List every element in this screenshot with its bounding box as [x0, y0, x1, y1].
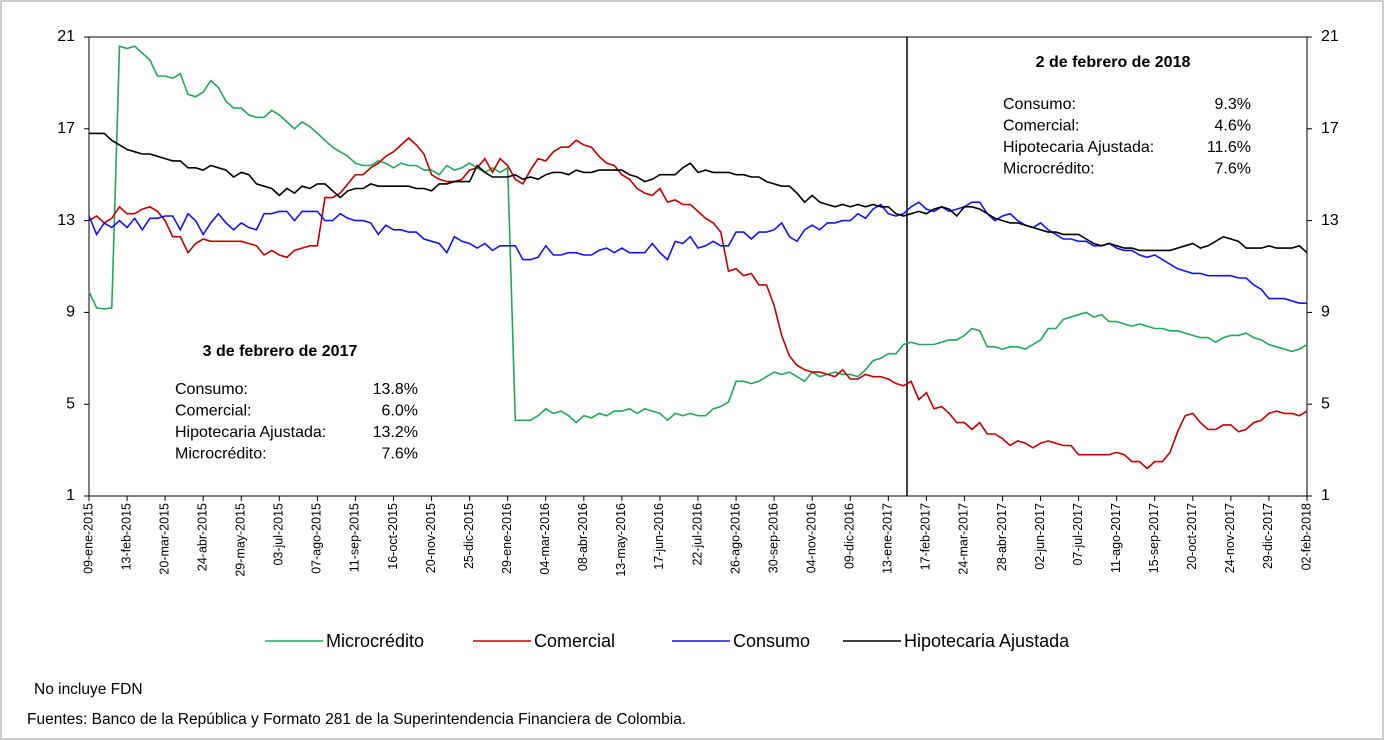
x-tick-label: 13-feb-2015	[119, 503, 133, 570]
series-line	[88, 136, 1308, 470]
y-tick-label: 5	[66, 395, 75, 412]
y-tick-label: 21	[57, 28, 75, 45]
annotation-value: 13.8%	[373, 381, 418, 398]
y2-tick-label: 1	[1321, 487, 1330, 504]
annotation-title: 3 de febrero de 2017	[203, 343, 358, 360]
annotation-label: Microcrédito:	[1003, 161, 1095, 178]
x-tick-label: 09-ene-2015	[81, 503, 95, 574]
series-line	[89, 132, 1308, 254]
x-tick-label: 30-sep-2016	[766, 503, 780, 573]
x-tick-label: 24-mar-2017	[957, 503, 971, 575]
y2-tick-label: 21	[1321, 28, 1339, 45]
x-tick-label: 02-feb-2018	[1299, 503, 1313, 570]
x-tick-label: 04-mar-2016	[538, 503, 552, 575]
annotation-label: Microcrédito:	[175, 446, 267, 463]
x-tick-label: 29-ene-2016	[500, 503, 514, 574]
x-tick-label: 20-oct-2017	[1185, 503, 1199, 570]
y2-tick-label: 13	[1321, 212, 1339, 229]
x-tick-label: 24-nov-2017	[1223, 503, 1237, 573]
x-tick-label: 17-feb-2017	[919, 503, 933, 570]
legend-label: Comercial	[534, 631, 615, 651]
x-tick-label: 07-jul-2017	[1071, 503, 1085, 566]
x-tick-label: 15-sep-2017	[1147, 503, 1161, 573]
x-tick-label: 11-ago-2017	[1109, 503, 1123, 573]
y-tick-label: 9	[66, 304, 75, 321]
note: Fuentes: Banco de la República y Formato…	[27, 711, 686, 728]
y2-tick-label: 5	[1321, 395, 1330, 412]
x-tick-label: 20-mar-2015	[157, 503, 171, 575]
annotation-value: 6.0%	[382, 403, 418, 420]
annotation-value: 11.6%	[1207, 139, 1251, 156]
y-tick-label: 17	[57, 120, 75, 137]
x-tick-label: 04-nov-2016	[804, 503, 818, 573]
y-tick-label: 13	[57, 212, 75, 229]
annotation-value: 13.2%	[373, 424, 418, 441]
x-tick-label: 13-may-2016	[614, 503, 628, 577]
x-tick-label: 29-may-2015	[234, 503, 248, 577]
legend-label: Hipotecaria Ajustada	[904, 631, 1070, 651]
annotation-label: Comercial:	[175, 403, 251, 420]
x-tick-label: 13-ene-2017	[881, 503, 895, 574]
x-tick-label: 07-ago-2015	[310, 503, 324, 574]
note: No incluye FDN	[34, 681, 143, 698]
legend-label: Consumo	[733, 631, 810, 651]
x-tick-label: 02-jun-2017	[1033, 503, 1047, 570]
x-tick-label: 22-jul-2016	[690, 503, 704, 566]
x-tick-label: 16-oct-2015	[386, 503, 400, 570]
x-tick-label: 09-dic-2016	[843, 503, 857, 569]
x-tick-label: 26-ago-2016	[728, 503, 742, 574]
x-tick-label: 17-jun-2016	[652, 503, 666, 570]
annotation-label: Consumo:	[175, 381, 248, 398]
x-tick-label: 28-abr-2017	[995, 503, 1009, 571]
y2-tick-label: 17	[1321, 120, 1339, 137]
annotation-title: 2 de febrero de 2018	[1036, 54, 1191, 71]
x-tick-label: 11-sep-2015	[348, 503, 362, 572]
annotation-value: 9.3%	[1215, 96, 1251, 113]
annotation-label: Comercial:	[1003, 118, 1079, 135]
x-tick-label: 08-abr-2016	[576, 503, 590, 571]
x-tick-label: 25-dic-2015	[462, 503, 476, 569]
annotation-label: Consumo:	[1003, 96, 1076, 113]
series-line	[88, 45, 1308, 424]
annotation-value: 7.6%	[382, 446, 418, 463]
x-tick-label: 24-abr-2015	[195, 503, 209, 571]
annotation-value: 7.6%	[1215, 161, 1251, 178]
y-tick-label: 1	[66, 487, 75, 504]
x-tick-label: 20-nov-2015	[424, 503, 438, 573]
y2-tick-label: 9	[1321, 304, 1330, 321]
annotation-label: Hipotecaria Ajustada:	[1003, 139, 1154, 156]
annotation-value: 4.6%	[1215, 118, 1251, 135]
annotation-label: Hipotecaria Ajustada:	[175, 424, 326, 441]
legend-label: Microcrédito	[326, 631, 424, 651]
x-tick-label: 03-jul-2015	[272, 503, 286, 566]
x-tick-label: 29-dic-2017	[1261, 503, 1275, 569]
